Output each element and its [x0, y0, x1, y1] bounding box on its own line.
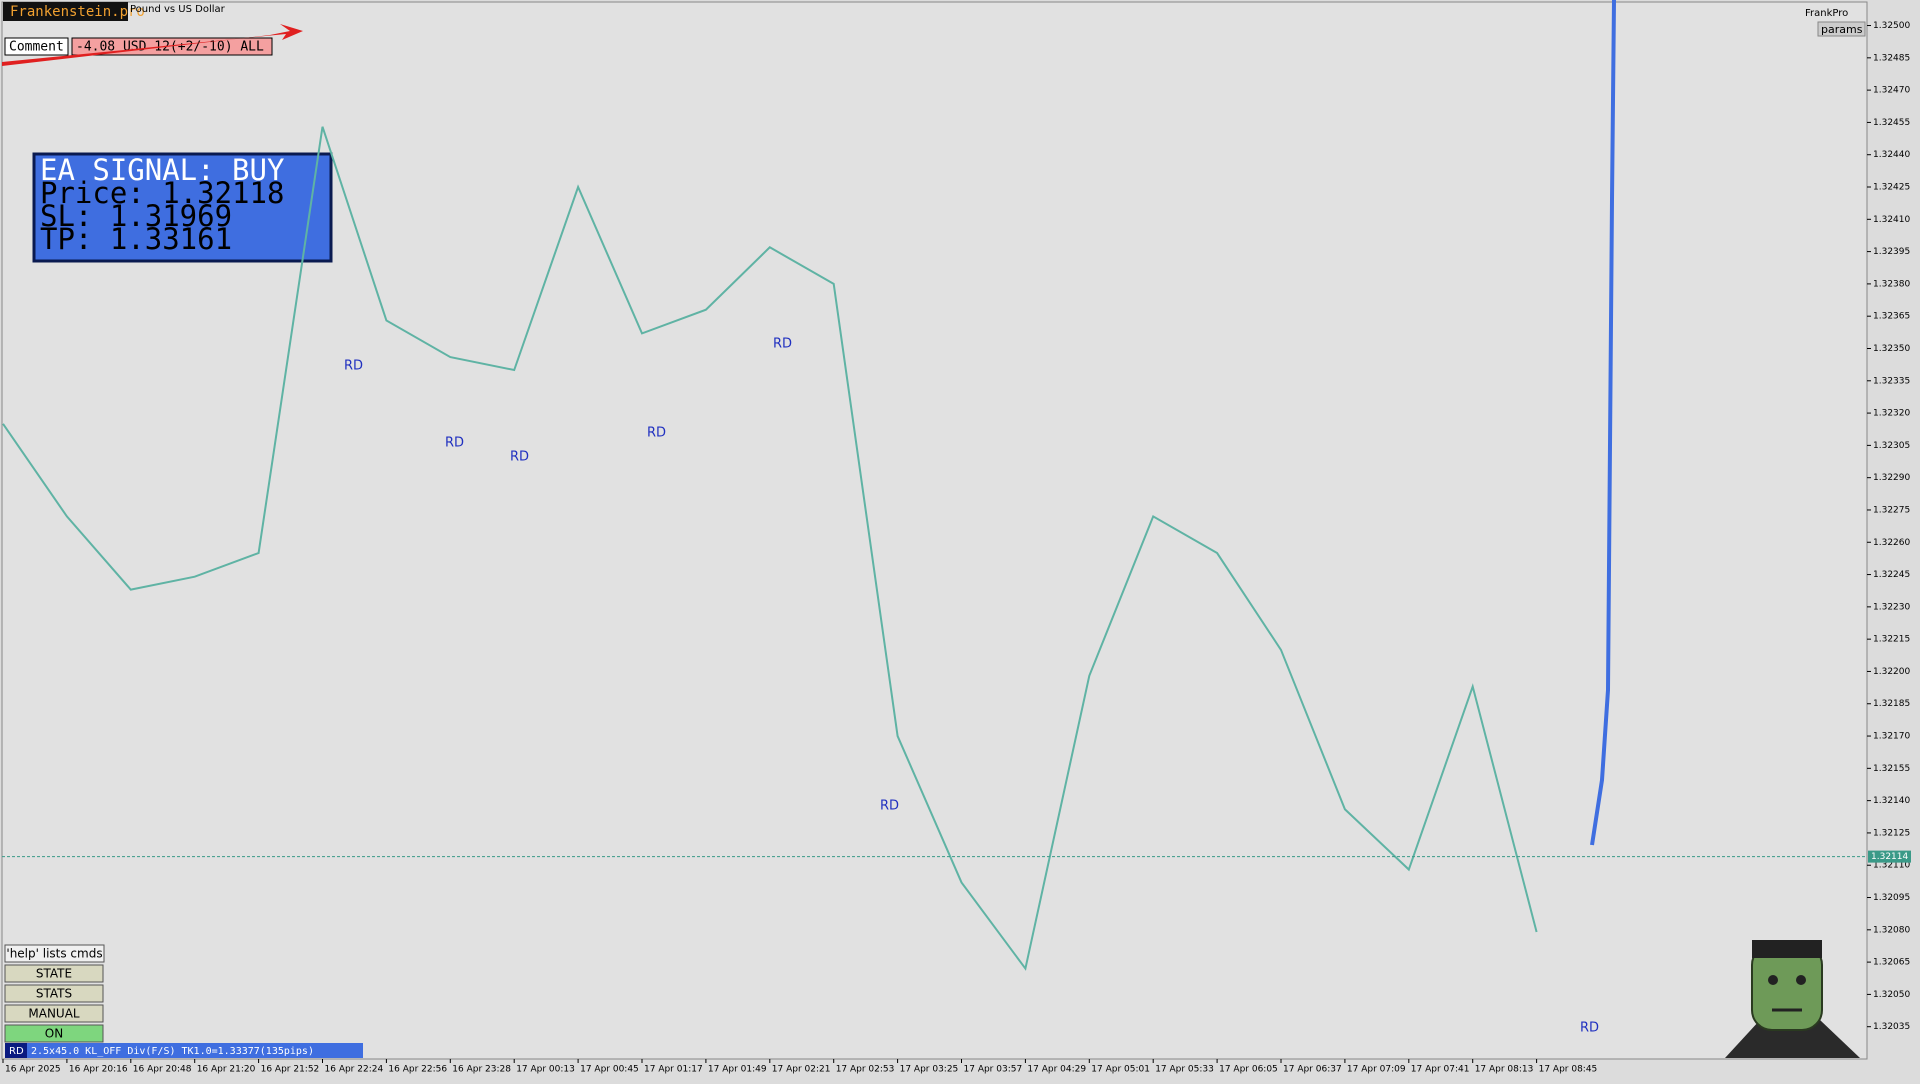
brand-box [3, 2, 128, 21]
y-tick-label: 1.32215 [1873, 635, 1910, 645]
status-text: 2.5x45.0 KL_OFF Div(F/S) TK1.0=1.33377(1… [31, 1046, 314, 1057]
mascot [1725, 940, 1860, 1058]
y-tick-label: 1.32470 [1873, 86, 1910, 96]
button-label[interactable]: ON [45, 1027, 63, 1041]
y-tick-label: 1.32485 [1873, 53, 1910, 63]
y-tick-label: 1.32155 [1873, 764, 1910, 774]
x-tick-label: 16 Apr 20:16 [69, 1065, 128, 1075]
corner: FrankPro [1805, 8, 1848, 19]
y-tick-label: 1.32245 [1873, 570, 1910, 580]
y-tick-label: 1.32140 [1873, 796, 1910, 806]
y-tick-label: 1.32365 [1873, 312, 1910, 322]
y-tick-label: 1.32350 [1873, 344, 1910, 354]
indicator-line [1590, 0, 1616, 846]
y-tick-label: 1.32335 [1873, 376, 1910, 386]
x-tick-label: 17 Apr 08:13 [1475, 1065, 1534, 1075]
x-tick-label: 17 Apr 06:05 [1219, 1065, 1278, 1075]
status-tag-box [5, 1043, 27, 1058]
y-tick-label: 1.32500 [1873, 21, 1910, 31]
comment-label: Comment [9, 40, 64, 55]
symbol: Pound vs US Dollar [130, 4, 226, 15]
signal-price: Price: 1.32118 [40, 176, 284, 210]
y-tick-label: 1.32125 [1873, 828, 1910, 838]
y-tick-label: 1.32380 [1873, 279, 1910, 289]
y-tick-label: 1.32170 [1873, 732, 1910, 742]
x-tick-label: 16 Apr 21:20 [197, 1065, 256, 1075]
params[interactable]: params [1821, 23, 1863, 36]
x-tick-label: 16 Apr 23:28 [452, 1065, 511, 1075]
y-tick-label: 1.32095 [1873, 893, 1910, 903]
status-tag: RD [9, 1046, 24, 1057]
x-tick-label: 16 Apr 2025 [5, 1065, 61, 1075]
button[interactable] [4, 984, 104, 1003]
x-tick-label: 17 Apr 05:01 [1091, 1065, 1150, 1075]
y-tick-label: 1.32080 [1873, 925, 1910, 935]
rd-label: RD [1580, 1021, 1599, 1036]
x-tick-label: 17 Apr 01:17 [644, 1065, 703, 1075]
x-tick-label: 17 Apr 08:45 [1539, 1065, 1598, 1075]
button-label[interactable]: STATS [36, 987, 72, 1001]
params-button[interactable] [1817, 21, 1866, 37]
status-bar [5, 1043, 363, 1058]
x-tick-label: 17 Apr 03:57 [964, 1065, 1023, 1075]
y-tick-label: 1.32050 [1873, 990, 1910, 1000]
button[interactable] [4, 1024, 104, 1043]
y-tick-label: 1.32110 [1873, 861, 1910, 871]
x-tick-label: 17 Apr 05:33 [1155, 1065, 1214, 1075]
x-tick-label: 17 Apr 00:45 [580, 1065, 639, 1075]
y-tick-label: 1.32455 [1873, 118, 1910, 128]
x-tick-label: 17 Apr 02:53 [836, 1065, 895, 1075]
y-tick-label: 1.32035 [1873, 1022, 1910, 1032]
x-tick-label: 17 Apr 06:37 [1283, 1065, 1342, 1075]
button-label[interactable]: STATE [36, 967, 72, 981]
y-tick-label: 1.32065 [1873, 958, 1910, 968]
button[interactable] [4, 1004, 104, 1023]
button[interactable] [4, 964, 104, 983]
x-tick-label: 17 Apr 04:29 [1027, 1065, 1086, 1075]
x-tick-label: 16 Apr 21:52 [261, 1065, 320, 1075]
y-tick-label: 1.32305 [1873, 441, 1910, 451]
arrow [2, 24, 303, 66]
x-tick-label: 16 Apr 22:24 [325, 1065, 384, 1075]
brand: Frankenstein.pro [10, 4, 145, 20]
signal-tp: TP: 1.33161 [40, 222, 232, 256]
y-tick-label: 1.32290 [1873, 473, 1910, 483]
price-line [2, 126, 1538, 971]
rd-label: RD [445, 436, 464, 451]
button-label[interactable]: MANUAL [28, 1007, 80, 1021]
x-tick-label: 17 Apr 03:25 [900, 1065, 959, 1075]
x-tick-label: 16 Apr 22:56 [388, 1065, 447, 1075]
button[interactable] [4, 944, 105, 963]
x-tick-label: 17 Apr 07:41 [1411, 1065, 1470, 1075]
y-tick-label: 1.32320 [1873, 409, 1910, 419]
button-label[interactable]: 'help' lists cmds [6, 947, 102, 961]
x-tick-label: 17 Apr 07:09 [1347, 1065, 1406, 1075]
signal-sl: SL: 1.31969 [40, 199, 232, 233]
y-tick-label: 1.32410 [1873, 215, 1910, 225]
y-tick-label: 1.32200 [1873, 667, 1910, 677]
signal-box [32, 152, 333, 263]
x-tick-label: 17 Apr 02:21 [772, 1065, 831, 1075]
rd-label: RD [344, 359, 363, 374]
rd-label: RD [647, 426, 666, 441]
rd-label: RD [510, 450, 529, 465]
y-tick-label: 1.32425 [1873, 183, 1910, 193]
x-tick-label: 17 Apr 01:49 [708, 1065, 767, 1075]
x-tick-label: 16 Apr 20:48 [133, 1065, 192, 1075]
y-tick-label: 1.32185 [1873, 699, 1910, 709]
comment-label-box [4, 37, 69, 56]
y-tick-label: 1.32260 [1873, 538, 1910, 548]
y-tick-label: 1.32440 [1873, 150, 1910, 160]
current-price-box [1868, 850, 1911, 863]
y-tick-label: 1.32230 [1873, 602, 1910, 612]
rd-label: RD [880, 799, 899, 814]
y-tick-label: 1.32395 [1873, 247, 1910, 257]
x-tick-label: 17 Apr 00:13 [516, 1065, 575, 1075]
current-price-label: 1.32114 [1871, 852, 1908, 862]
signal-title: EA SIGNAL: BUY [40, 153, 284, 187]
rd-label: RD [773, 337, 792, 352]
y-tick-label: 1.32275 [1873, 505, 1910, 515]
